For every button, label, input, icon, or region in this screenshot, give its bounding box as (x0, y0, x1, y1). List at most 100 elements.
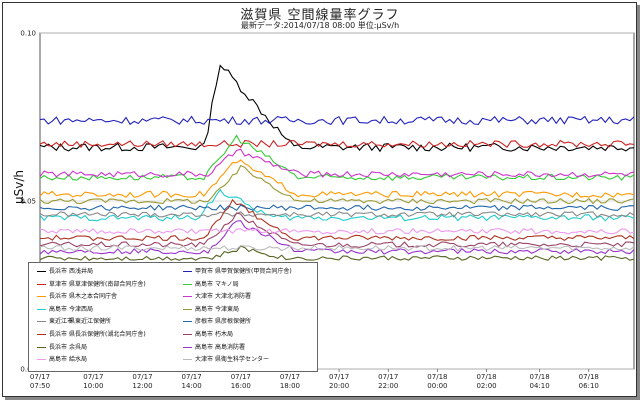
legend-swatch (37, 359, 46, 361)
legend-station: 県長浜保健所(湖北合同庁舎) (69, 331, 146, 338)
legend-swatch (37, 321, 46, 323)
legend-city: 高島市 (195, 305, 214, 313)
series-line-7 (39, 164, 635, 205)
series-line-4 (39, 159, 635, 199)
x-tick-label-time: 10:00 (83, 382, 103, 390)
legend-city: 草津市 (49, 280, 68, 288)
legend-item: 高島市 今津東局 (183, 305, 239, 315)
x-tick-label-time: 22:00 (378, 382, 398, 390)
legend-city: 高島市 (195, 331, 214, 338)
legend-item: 長浜市 県木之本合同庁舎 (37, 292, 117, 302)
legend-swatch (37, 283, 46, 285)
x-tick-label-date: 07/18 (427, 373, 447, 381)
legend-item: 甲賀市 県甲賀保健所(甲賀合同庁舎) (183, 267, 292, 277)
series-line-14 (39, 227, 635, 235)
legend-station: 朽木局 (215, 331, 234, 338)
x-tick-label-time: 04:10 (530, 382, 550, 390)
x-tick-label-time: 00:00 (427, 382, 447, 390)
legend-item: 彦根市 県彦根保健所 (183, 317, 251, 327)
legend-station: 県甲賀保健所(甲賀合同庁舎) (215, 268, 292, 275)
x-tick-label-date: 07/18 (530, 373, 550, 381)
legend-station: 県草津保健所(南部合同庁舎) (69, 280, 146, 288)
series-line-10 (40, 198, 635, 242)
legend-station: マキノ局 (215, 280, 239, 288)
legend-station: 県木之本合同庁舎 (69, 293, 118, 301)
legend-city: 長浜市 (49, 268, 68, 275)
x-tick-label-date: 07/17 (30, 373, 50, 381)
legend-swatch (183, 271, 192, 272)
x-tick-label-date: 07/18 (476, 373, 496, 381)
legend-city: 東近江市 (49, 318, 74, 326)
y-tick-label: 0.05 (20, 198, 36, 206)
x-tick-label-time: 02:00 (476, 382, 496, 390)
x-tick-label-date: 07/17 (231, 373, 251, 381)
legend-station: 県衛生科学センター (215, 356, 270, 364)
legend-swatch (183, 321, 192, 323)
x-tick-label-date: 07/17 (83, 373, 103, 381)
legend-city: 長浜市 (49, 293, 68, 301)
legend-item: 草津市 県草津保健所(南部合同庁舎) (37, 280, 146, 290)
series-line-6 (39, 188, 635, 222)
legend-station: 余呉局 (69, 343, 88, 351)
legend-city: 高島市 (195, 280, 214, 288)
x-tick-label-date: 07/17 (132, 373, 152, 381)
legend-swatch (37, 296, 46, 298)
series-line-3 (39, 134, 635, 182)
series-line-11 (39, 212, 635, 248)
x-tick-label-date: 07/18 (579, 373, 599, 381)
legend-swatch (37, 271, 46, 272)
legend-item: 東近江市県東近江保健所 (37, 317, 111, 327)
chart-subtitle: 最新データ:2014/07/18 08:00 単位:μSv/h (240, 21, 400, 30)
legend-station: 西浅井局 (69, 268, 94, 275)
legend-station: 県彦根保健所 (215, 318, 252, 326)
series-line-13 (39, 220, 635, 255)
legend-city: 高島市 (49, 356, 68, 364)
legend-swatch (183, 308, 192, 310)
legend-swatch (183, 296, 192, 298)
x-tick-label-date: 07/17 (280, 373, 300, 381)
legend-swatch (183, 359, 192, 361)
legend-swatch (37, 334, 46, 335)
legend-city: 高島市 (49, 305, 68, 313)
legend-swatch (37, 308, 46, 310)
legend-swatch (37, 346, 46, 348)
legend-station: 大津北消防署 (215, 293, 252, 301)
x-tick-label-time: 16:00 (231, 382, 251, 390)
legend-item: 高島市 高島消防署 (183, 343, 245, 353)
x-tick-label-time: 14:00 (182, 382, 202, 390)
legend-swatch (183, 283, 192, 285)
legend-item: 高島市 朽木局 (183, 330, 233, 340)
y-tick-label: 0.10 (20, 30, 36, 38)
legend-swatch (183, 346, 192, 348)
series-line-1 (39, 115, 635, 126)
legend-city: 高島市 (195, 343, 214, 351)
x-tick-label-time: 07:50 (30, 382, 50, 390)
legend-item: 長浜市 余呉局 (37, 343, 87, 353)
series-line-5 (39, 148, 635, 178)
legend-item: 高島市 今津西局 (37, 305, 93, 315)
x-tick-label-date: 07/17 (182, 373, 202, 381)
legend-item: 高島市 給水局 (37, 355, 87, 365)
legend-station: 高島消防署 (215, 343, 246, 351)
legend-item: 長浜市 西浅井局 (37, 267, 93, 277)
legend: 長浜市 西浅井局 甲賀市 県甲賀保健所(甲賀合同庁舎) 草津市 県草津保健所(南部合同庁舎… (28, 262, 318, 372)
legend-city: 甲賀市 (195, 268, 214, 275)
series-line-2 (39, 139, 635, 149)
x-tick-label-time: 06:10 (579, 382, 599, 390)
x-tick-label-date: 07/17 (378, 373, 398, 381)
legend-station: 給水局 (69, 356, 88, 364)
series-line-9 (39, 204, 635, 212)
series-line-12 (39, 245, 635, 261)
x-tick-label-time: 18:00 (280, 382, 300, 390)
x-tick-label-date: 07/17 (329, 373, 349, 381)
series-line-15 (39, 244, 635, 252)
series-line-0 (39, 64, 635, 153)
legend-item: 長浜市 県長浜保健所(湖北合同庁舎) (37, 330, 146, 340)
series-line-8 (39, 211, 635, 218)
legend-item: 大津市 県衛生科学センター (183, 355, 269, 365)
legend-city: 長浜市 (49, 343, 68, 351)
legend-city: 彦根市 (195, 318, 214, 326)
legend-station: 今津東局 (215, 305, 240, 313)
x-tick-label-time: 20:00 (329, 382, 349, 390)
